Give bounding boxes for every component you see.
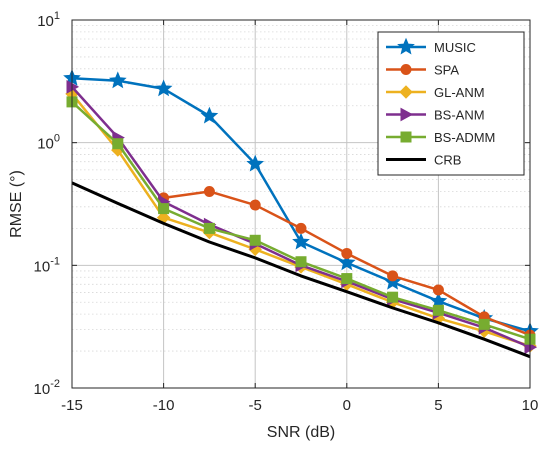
x-tick-label: 10 [522, 397, 539, 414]
y-tick-label: 10-1 [34, 255, 60, 275]
data-point-bs-admm [158, 203, 170, 215]
data-point-bs-admm [203, 222, 215, 234]
series-bs-admm [66, 96, 536, 345]
x-tick-label: 5 [434, 397, 442, 414]
y-tick-label: 101 [37, 10, 60, 30]
data-point-bs-admm [432, 304, 444, 316]
data-point-bs-admm [295, 256, 307, 268]
data-point-music [108, 71, 127, 89]
series-crb [71, 181, 531, 359]
grid [72, 20, 530, 388]
legend-marker-gl-anm [399, 85, 413, 99]
data-point-music [200, 106, 219, 124]
series-line-crb [71, 181, 531, 359]
y-tick-label: 100 [37, 133, 60, 153]
series-group [63, 68, 539, 359]
data-point-spa [295, 222, 307, 234]
data-point-music [154, 79, 173, 97]
data-point-bs-admm [478, 318, 490, 330]
legend-label-spa: SPA [434, 63, 459, 78]
data-point-spa [203, 185, 215, 197]
plot-frame [71, 19, 531, 389]
y-tick-label: 10-2 [34, 378, 60, 398]
data-point-spa [341, 247, 353, 259]
legend-label-gl-anm: GL-ANM [434, 85, 485, 100]
data-point-music [292, 232, 310, 250]
legend-label-bs-anm: BS-ANM [434, 108, 485, 123]
data-point-spa [432, 284, 444, 296]
legend-marker-bs-admm [400, 131, 412, 143]
legend: MUSIC SPA GL-ANM BS-ANM BS-ADMM CRB [377, 31, 525, 176]
data-point-music [246, 154, 265, 172]
x-tick-label: -10 [153, 397, 175, 414]
axis-ticks: 10-2 10-1 100 101 -15 -10 -5 0 5 10 [34, 10, 539, 414]
legend-label-bs-admm: BS-ADMM [434, 130, 495, 145]
data-point-spa [249, 199, 261, 211]
x-tick-label: -5 [249, 397, 262, 414]
x-tick-label: -15 [61, 397, 83, 414]
data-point-music [337, 253, 356, 271]
legend-box [377, 31, 525, 176]
x-axis-label: SNR (dB) [267, 424, 335, 441]
data-point-spa [387, 270, 399, 282]
data-point-bs-admm [387, 291, 399, 303]
legend-label-crb: CRB [434, 153, 461, 168]
legend-marker-spa [400, 64, 412, 75]
data-point-bs-admm [341, 273, 353, 285]
x-tick-label: 0 [343, 397, 351, 414]
legend-marker-bs-anm [400, 107, 414, 122]
legend-label-music: MUSIC [434, 40, 476, 55]
data-point-bs-admm [112, 138, 124, 150]
y-axis-label: RMSE (°) [8, 170, 25, 238]
data-point-bs-admm [249, 234, 261, 246]
legend-marker-music [397, 37, 415, 55]
